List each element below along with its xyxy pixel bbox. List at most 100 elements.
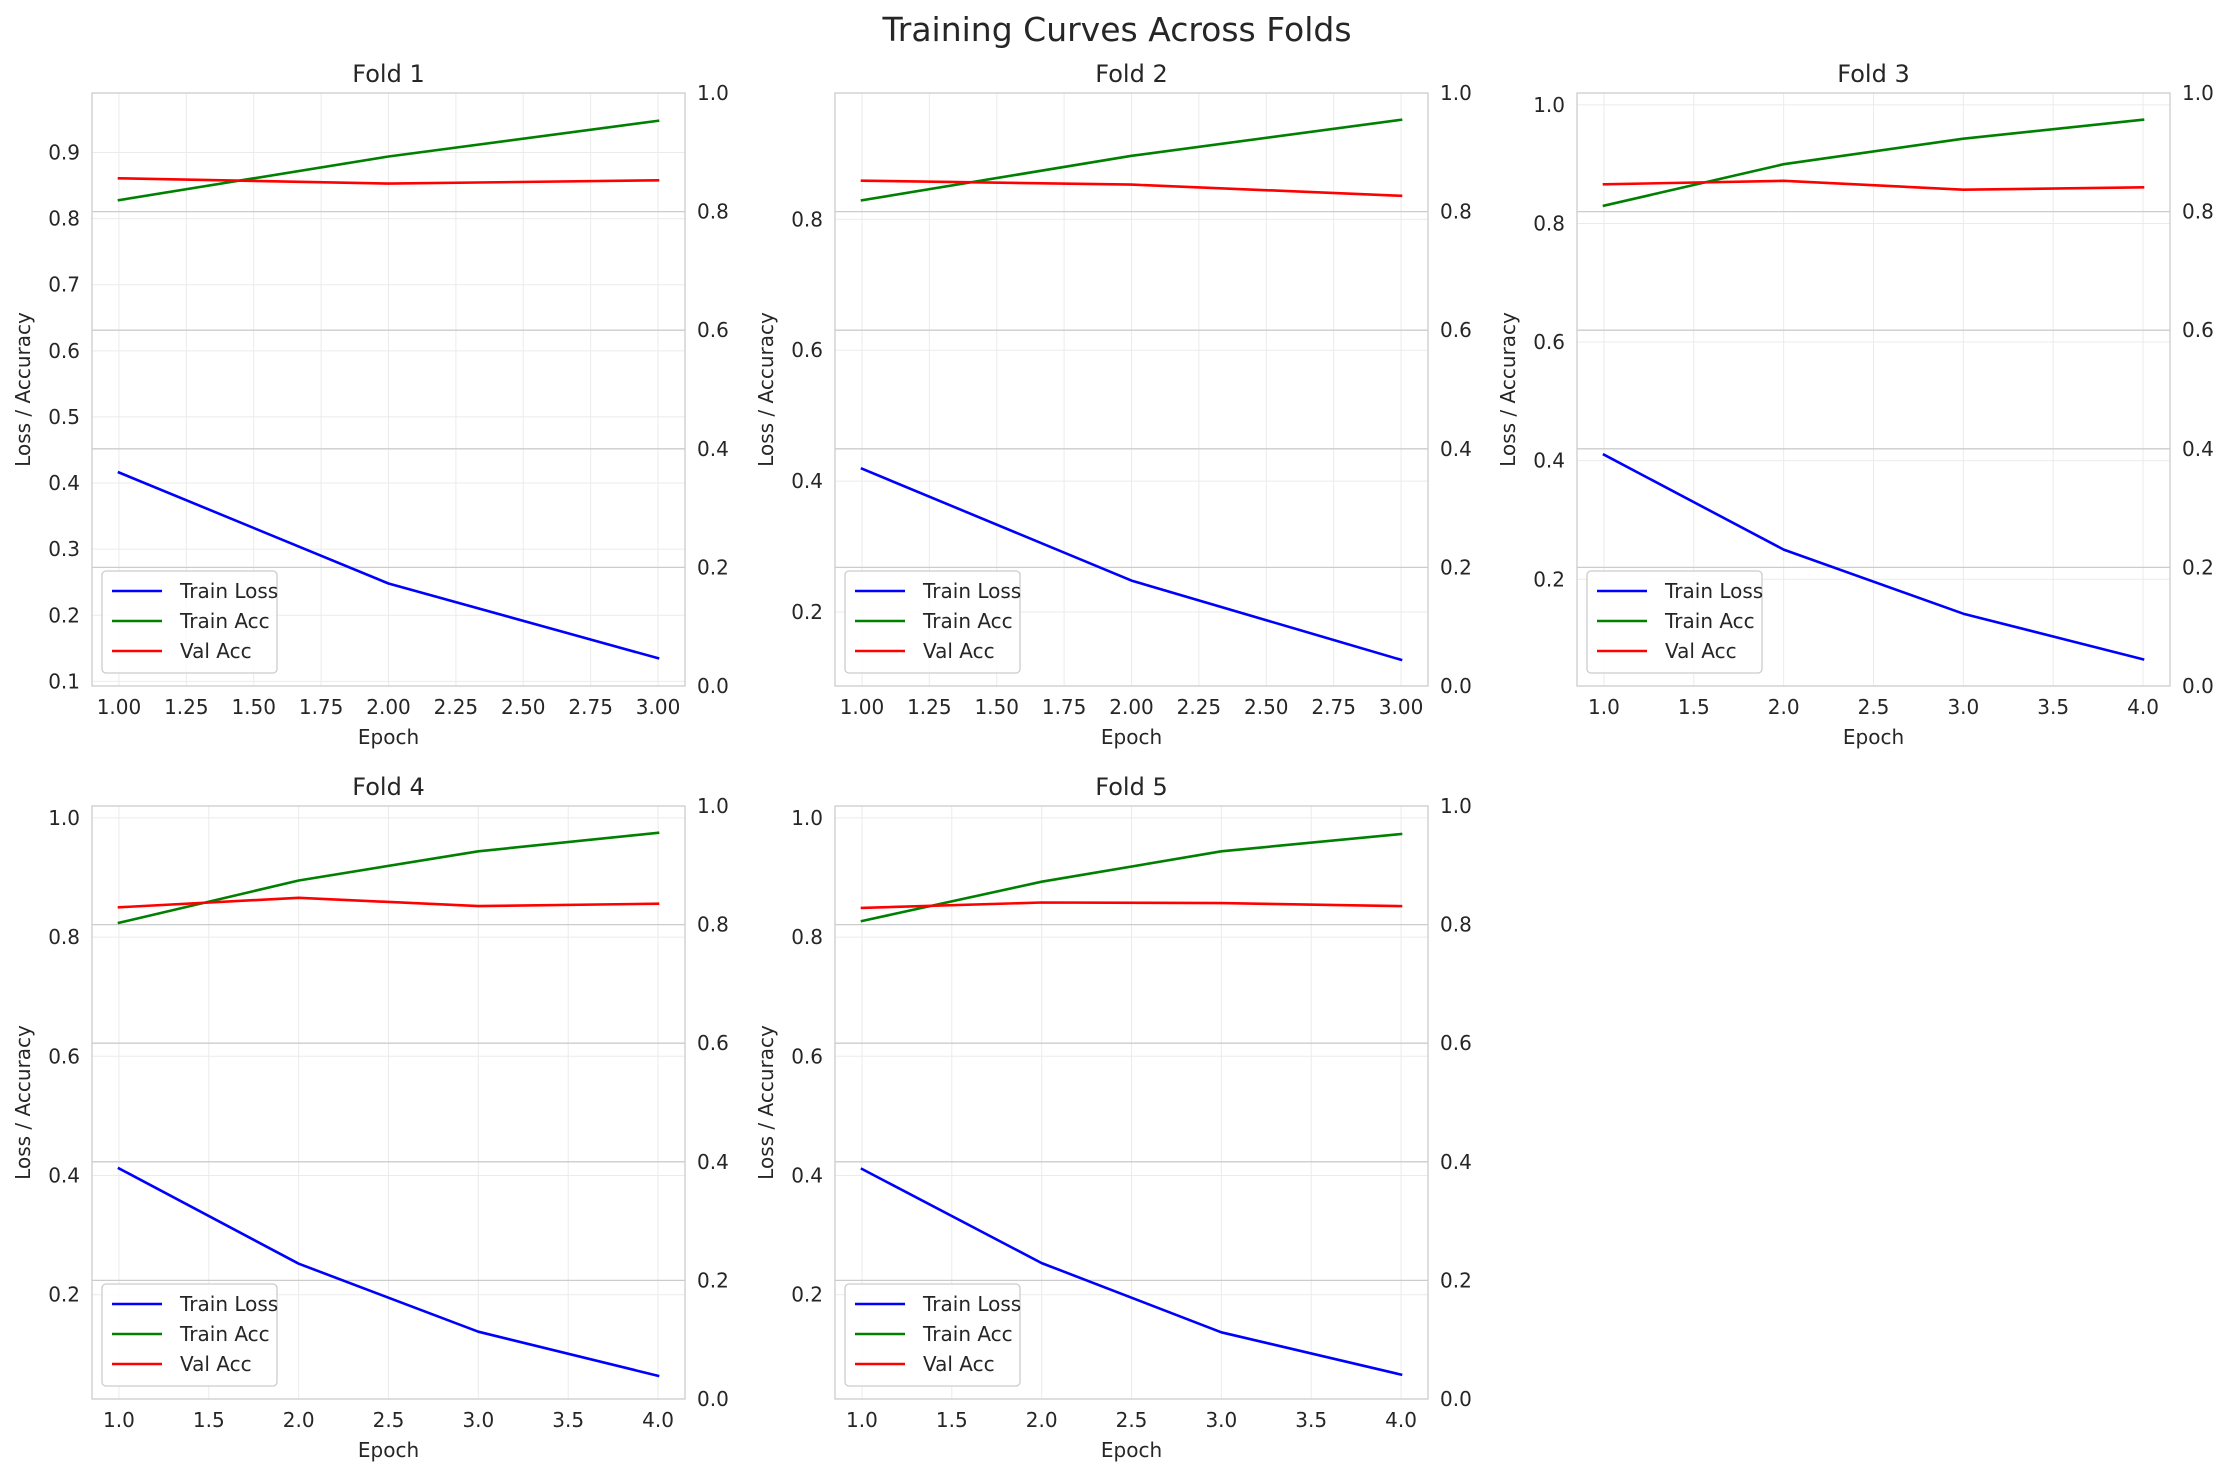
x-tick-label: 1.00 [840,695,885,719]
x-tick-label: 3.5 [552,1408,584,1432]
y2-tick-label: 0.8 [1440,200,1472,224]
y2-tick-label: 0.2 [1440,555,1472,579]
panel-title: Fold 1 [352,60,424,88]
legend-box [1586,570,1763,674]
y2-tick-label: 0.4 [1440,1150,1472,1174]
series-line-val-acc [1602,179,2145,191]
x-tick-label: 2.50 [501,695,546,719]
chart-panel-3: 1.0 1.5 2.0 2.5 3.0 3.5 4.0 0.2 0.4 0.6 0.8 1.0 0.0 0… [1496,60,2214,749]
y-tick-label: 1.0 [791,806,823,830]
y-tick-label: 0.4 [1533,449,1565,473]
x-tick-label: 1.50 [231,695,276,719]
x-tick-label: 1.5 [1678,695,1710,719]
legend-label: Train Acc [922,1322,1013,1346]
y-tick-label: 0.9 [48,140,80,164]
y-tick-label: 0.4 [791,1164,823,1188]
x-tick-label: 1.0 [1588,695,1620,719]
y-axis-label: Loss / Accuracy [11,1025,35,1180]
y-tick-label: 1.0 [48,806,80,830]
y2-tick-label: 0.2 [2182,555,2214,579]
series-line-val-acc [860,901,1403,910]
x-tick-label: 2.00 [1109,695,1154,719]
y-tick-label: 0.8 [791,207,823,231]
panel-title: Fold 5 [1095,773,1167,801]
x-tick-label: 1.5 [193,1408,225,1432]
y-tick-label: 0.3 [48,537,80,561]
x-tick-label: 3.0 [1205,1408,1237,1432]
x-tick-label: 2.75 [1311,695,1356,719]
y-tick-label: 0.1 [48,669,80,693]
y-axis-label: Loss / Accuracy [754,1025,778,1180]
x-tick-label: 3.0 [1947,695,1979,719]
legend-label: Val Acc [180,639,252,663]
y2-tick-label: 0.0 [2182,674,2214,698]
y2-tick-label: 0.6 [697,1031,729,1055]
chart-panel-4: 1.0 1.5 2.0 2.5 3.0 3.5 4.0 0.2 0.4 0.6 0.8 1.0 0.0 0… [11,773,729,1462]
legend-label: Train Loss [922,579,1021,603]
x-tick-label: 1.25 [907,695,952,719]
y-tick-label: 0.4 [48,471,80,495]
y-tick-label: 0.6 [791,338,823,362]
x-tick-label: 2.0 [283,1408,315,1432]
plot-frame [91,805,686,1400]
x-tick-label: 1.0 [103,1408,135,1432]
x-tick-label: 1.75 [1042,695,1087,719]
x-tick-label: 2.0 [1026,1408,1058,1432]
y-tick-label: 0.2 [1533,567,1565,591]
y2-tick-label: 0.4 [1440,437,1472,461]
series-line-train-loss [117,470,660,660]
y2-tick-label: 0.2 [1440,1268,1472,1292]
y-tick-label: 0.8 [48,925,80,949]
legend-label: Train Acc [922,609,1013,633]
plot-frame [91,92,686,687]
y-axis-label: Loss / Accuracy [1496,312,1520,467]
x-tick-label: 1.75 [299,695,344,719]
y2-tick-label: 0.2 [697,1268,729,1292]
series-line-train-loss [117,1166,660,1378]
y-tick-label: 0.2 [791,1283,823,1307]
y2-tick-label: 0.4 [697,437,729,461]
series-line-val-acc [117,896,660,909]
legend-box [844,1283,1021,1387]
series-line-train-acc [860,118,1403,202]
y2-tick-label: 0.6 [697,318,729,342]
y2-tick-label: 0.8 [2182,200,2214,224]
y-tick-label: 0.8 [791,925,823,949]
y-tick-label: 0.2 [791,600,823,624]
legend-label: Train Loss [1664,579,1763,603]
legend-label: Val Acc [923,639,995,663]
y2-tick-label: 0.6 [1440,318,1472,342]
legend: Train Loss Train Acc Val Acc [844,1283,1021,1387]
x-axis-label: Epoch [358,1438,419,1462]
legend-label: Train Loss [179,1292,278,1316]
x-axis-label: Epoch [1101,1438,1162,1462]
y2-tick-label: 0.6 [2182,318,2214,342]
chart-panel-5: 1.0 1.5 2.0 2.5 3.0 3.5 4.0 0.2 0.4 0.6 0.8 1.0 0.0 0… [754,773,1472,1462]
y-tick-label: 0.6 [48,339,80,363]
series-line-val-acc [860,179,1403,198]
y2-tick-label: 0.0 [1440,1387,1472,1411]
x-axis-label: Epoch [358,725,419,749]
x-tick-label: 2.0 [1768,695,1800,719]
legend-label: Train Loss [179,579,278,603]
x-tick-label: 2.25 [434,695,479,719]
y-tick-label: 1.0 [1533,93,1565,117]
legend-box [101,1283,278,1387]
y2-tick-label: 0.2 [697,555,729,579]
y2-tick-label: 1.0 [697,794,729,818]
x-tick-label: 2.5 [373,1408,405,1432]
series-line-train-acc [860,832,1403,923]
x-tick-label: 1.00 [97,695,142,719]
y-tick-label: 0.4 [791,469,823,493]
y2-tick-label: 0.8 [697,200,729,224]
y2-tick-label: 1.0 [1440,794,1472,818]
y-tick-label: 0.6 [48,1044,80,1068]
figure-title: Training Curves Across Folds [881,10,1351,49]
x-tick-label: 1.5 [936,1408,968,1432]
legend-label: Val Acc [1665,639,1737,663]
chart-panel-1: 1.00 1.25 1.50 1.75 2.00 2.25 2.50 2.75 3.00 0.1 0… [11,60,729,749]
x-tick-label: 1.0 [846,1408,878,1432]
y-tick-label: 0.8 [48,207,80,231]
legend-label: Val Acc [180,1352,252,1376]
